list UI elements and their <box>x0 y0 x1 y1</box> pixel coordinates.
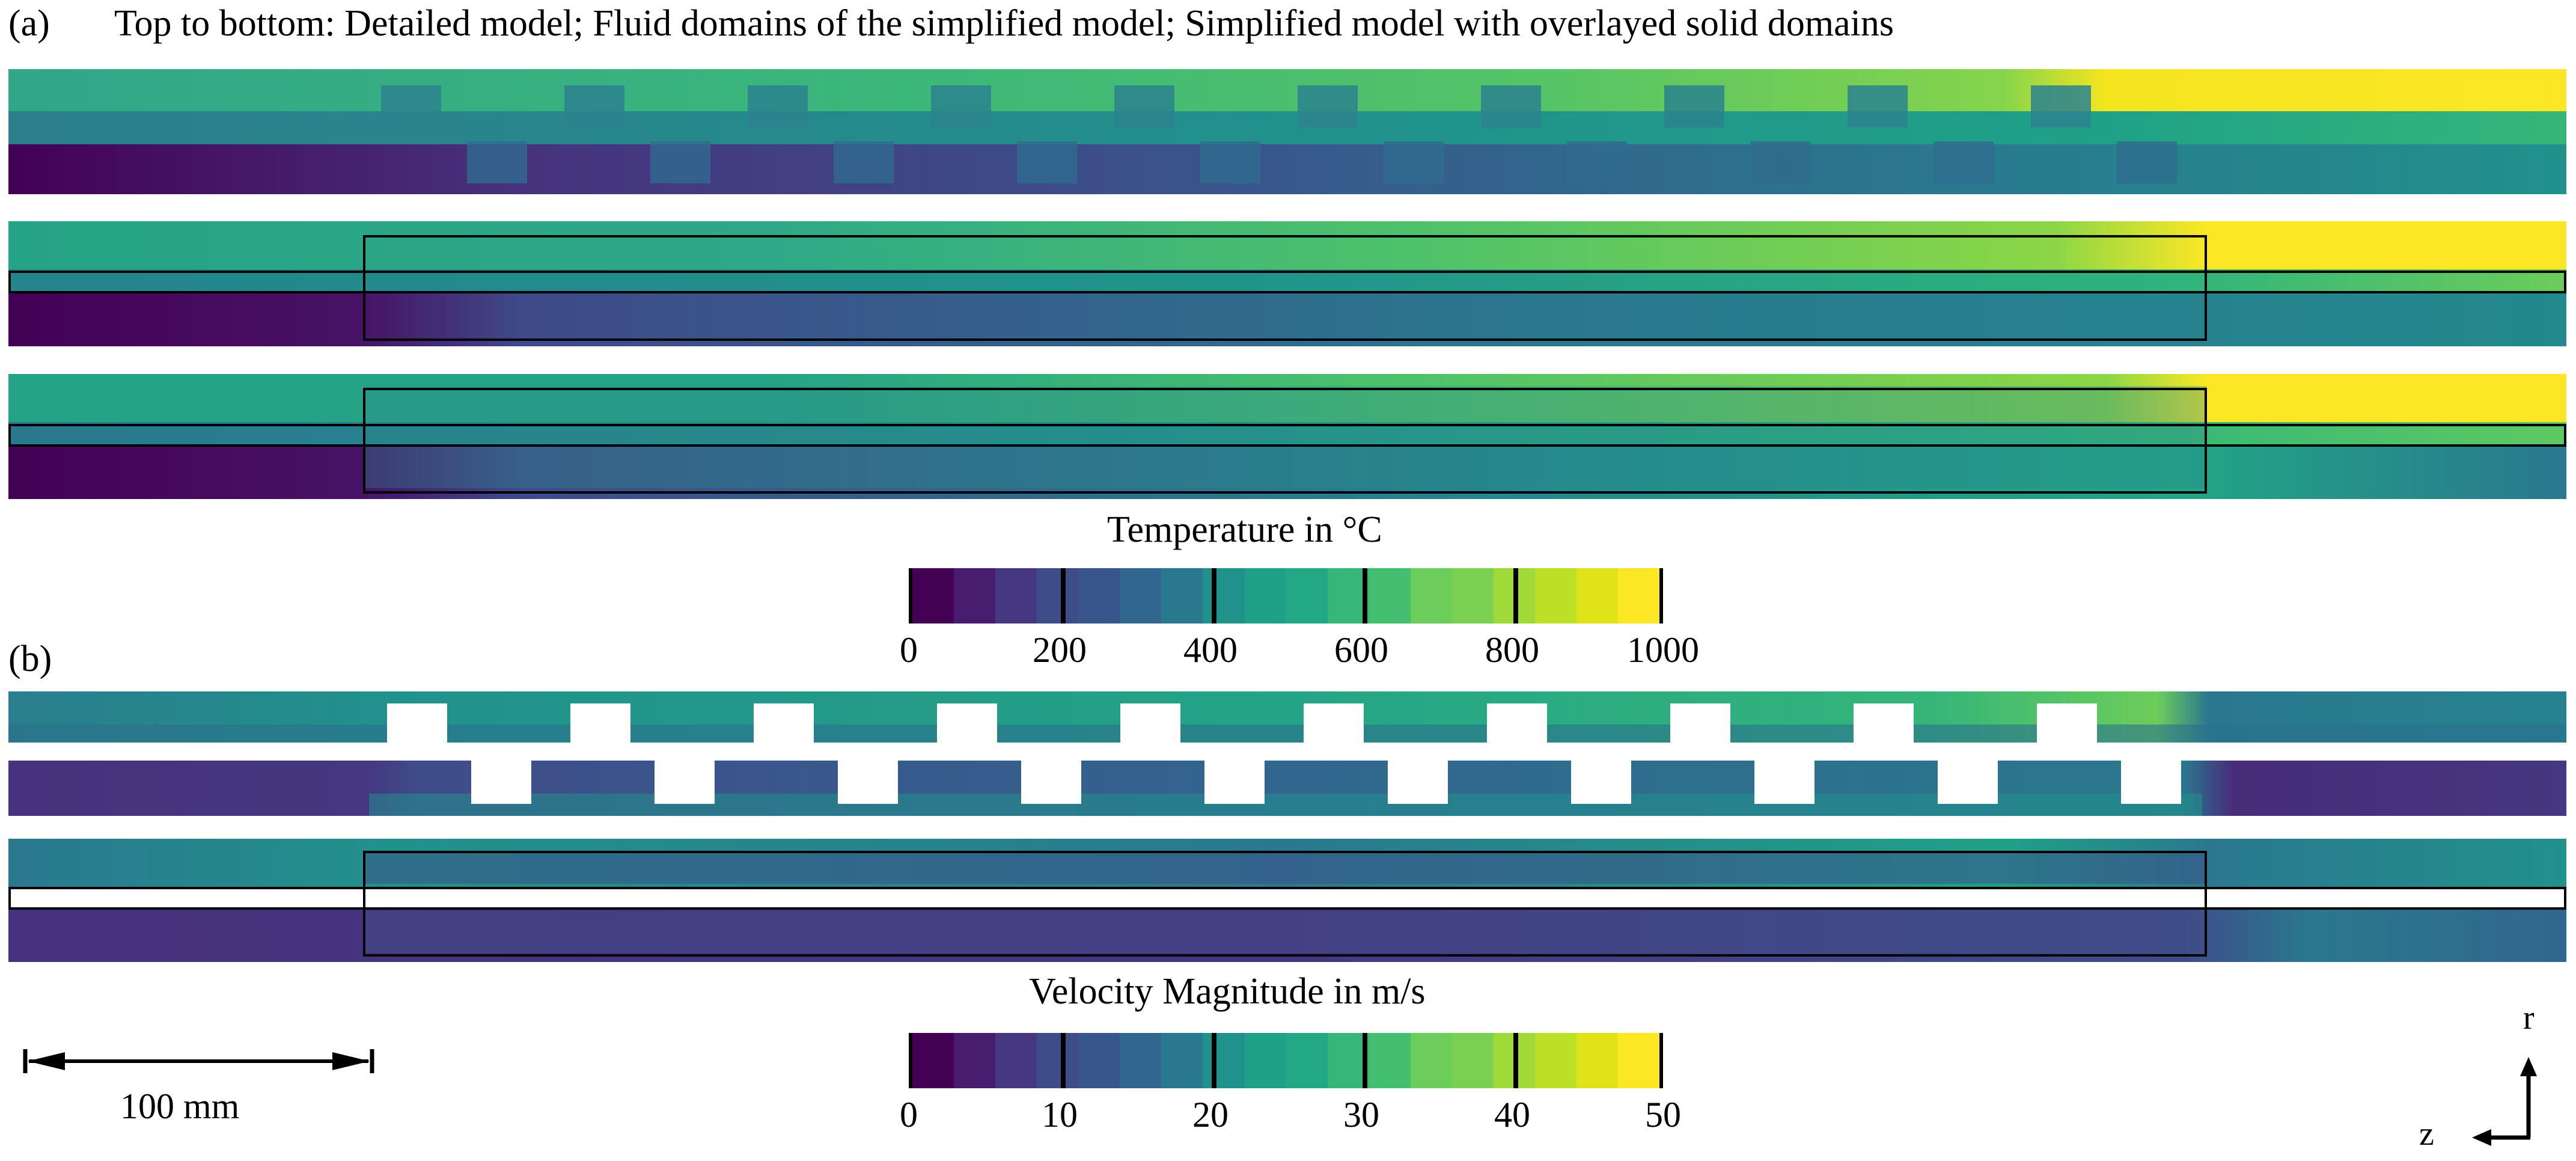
temperature-colorbar-swatch <box>1327 568 1369 623</box>
velocity-colorbar-major-tick <box>1513 1033 1518 1088</box>
scale-bar-label: 100 mm <box>120 1086 240 1126</box>
temperature-simplified-solid-box-inner <box>8 271 2566 293</box>
scale-bar-arrow-icon <box>23 1049 374 1073</box>
velocity-colorbar-swatch <box>1618 1033 1660 1088</box>
temperature-colorbar-swatch <box>1369 568 1411 623</box>
axis-z-label: z <box>2419 1115 2434 1153</box>
temperature-colorbar-swatch <box>1203 568 1245 623</box>
velocity-colorbar-swatch <box>1161 1033 1203 1088</box>
temperature-colorbar-swatch <box>1534 568 1576 623</box>
temperature-simplified-fluid-strip <box>8 221 2566 346</box>
temperature-colorbar-swatch <box>1037 568 1079 623</box>
temperature-colorbar-swatch <box>1576 568 1619 623</box>
temperature-colorbar-title: Temperature in °C <box>1107 509 1382 550</box>
axis-arrows-icon <box>2472 1057 2537 1146</box>
velocity-colorbar-swatch <box>954 1033 996 1088</box>
temperature-simplified-solid-box-outer <box>363 235 2207 341</box>
temperature-colorbar-tick-label: 800 <box>1485 630 1539 670</box>
velocity-colorbar-swatch <box>1037 1033 1079 1088</box>
velocity-colorbar-swatch <box>1078 1033 1120 1088</box>
temperature-colorbar-tick-label: 0 <box>900 630 918 670</box>
velocity-simplified-strip <box>8 839 2566 962</box>
temperature-simplified-overlay-strip <box>8 374 2566 499</box>
panel-a-label: (a) <box>8 3 50 44</box>
velocity-colorbar <box>909 1033 1663 1088</box>
velocity-colorbar-swatch <box>1203 1033 1245 1088</box>
velocity-colorbar-tick-label: 20 <box>1192 1095 1228 1135</box>
temperature-colorbar-swatch <box>1078 568 1120 623</box>
temperature-colorbar-major-tick <box>1513 568 1518 623</box>
velocity-simplified-solid-box-inner <box>8 887 2566 910</box>
velocity-colorbar-tick-label: 50 <box>1645 1095 1681 1135</box>
axis-indicator <box>2461 1034 2545 1148</box>
axis-r-label: r <box>2523 999 2535 1037</box>
velocity-colorbar-swatch <box>1534 1033 1576 1088</box>
velocity-detailed-lower-strip <box>8 761 2566 816</box>
temperature-colorbar-major-tick <box>1363 568 1367 623</box>
temperature-colorbar-swatch <box>1120 568 1162 623</box>
velocity-colorbar-title: Velocity Magnitude in m/s <box>1029 971 1426 1012</box>
velocity-colorbar-major-tick <box>1212 1033 1216 1088</box>
temperature-detailed-model-strip <box>8 69 2566 194</box>
temperature-colorbar-swatch <box>1286 568 1328 623</box>
temperature-colorbar-swatch <box>1451 568 1494 623</box>
velocity-colorbar-swatch <box>1410 1033 1452 1088</box>
velocity-colorbar-tick-label: 30 <box>1343 1095 1379 1135</box>
temperature-colorbar-swatch <box>1410 568 1452 623</box>
temperature-colorbar-swatch <box>1618 568 1660 623</box>
velocity-simplified-solid-box-outer <box>363 851 2207 957</box>
temperature-colorbar-swatch <box>954 568 996 623</box>
velocity-colorbar-swatch <box>1120 1033 1162 1088</box>
velocity-colorbar-swatch <box>1451 1033 1494 1088</box>
velocity-colorbar-tick-label: 10 <box>1042 1095 1078 1135</box>
velocity-colorbar-swatch <box>1327 1033 1369 1088</box>
velocity-colorbar-major-tick <box>1061 1033 1066 1088</box>
temperature-colorbar-tick-label: 600 <box>1334 630 1388 670</box>
temperature-colorbar-tick-label: 400 <box>1183 630 1238 670</box>
panel-a-caption: Top to bottom: Detailed model; Fluid dom… <box>114 3 1894 44</box>
velocity-colorbar-swatch <box>1244 1033 1286 1088</box>
temperature-colorbar-swatch <box>995 568 1037 623</box>
panel-b-label: (b) <box>8 639 52 679</box>
velocity-colorbar-tick-label: 40 <box>1494 1095 1530 1135</box>
temperature-overlay-solid-box-inner <box>8 424 2566 447</box>
temperature-colorbar-tick-label: 1000 <box>1627 630 1699 670</box>
velocity-colorbar-swatch <box>912 1033 954 1088</box>
scale-bar <box>23 1046 374 1076</box>
temperature-colorbar-major-tick <box>1212 568 1216 623</box>
temperature-colorbar-tick-label: 200 <box>1033 630 1087 670</box>
velocity-colorbar-tick-label: 0 <box>900 1095 918 1135</box>
temperature-overlay-solid-box-outer <box>363 388 2207 494</box>
velocity-colorbar-swatch <box>1286 1033 1328 1088</box>
velocity-colorbar-swatch <box>995 1033 1037 1088</box>
velocity-colorbar-swatch <box>1369 1033 1411 1088</box>
temperature-colorbar-swatch <box>912 568 954 623</box>
temperature-colorbar-swatch <box>1161 568 1203 623</box>
temperature-colorbar <box>909 568 1663 623</box>
velocity-colorbar-major-tick <box>1363 1033 1367 1088</box>
temperature-colorbar-major-tick <box>1061 568 1066 623</box>
temperature-colorbar-swatch <box>1244 568 1286 623</box>
velocity-detailed-upper-strip <box>8 691 2566 743</box>
velocity-colorbar-swatch <box>1576 1033 1619 1088</box>
